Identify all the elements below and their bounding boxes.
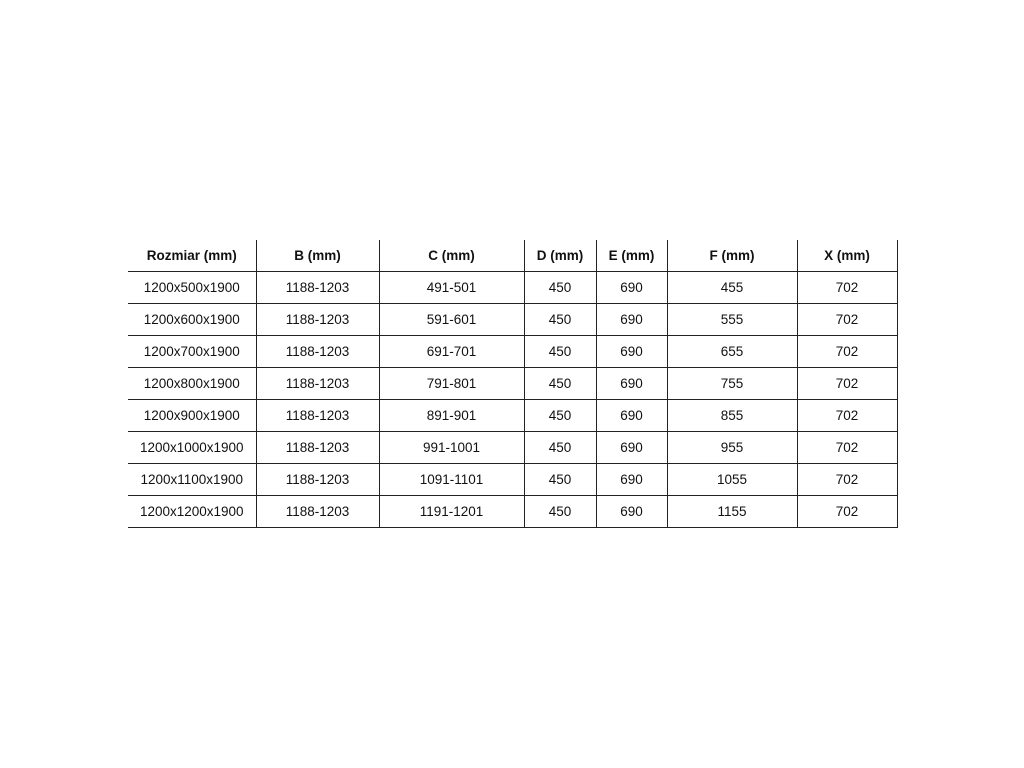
table-cell: 691-701 [379,335,525,368]
table-cell: 702 [797,399,898,432]
table-row: 1200x1100x1900 1188-1203 1091-1101 450 690 10… [128,463,898,496]
table-cell: 891-901 [379,399,525,432]
table-cell: 1188-1203 [256,303,380,336]
table-cell: 1188-1203 [256,399,380,432]
table-cell: 1191-1201 [379,495,525,528]
table-cell: 1200x900x1900 [128,399,257,432]
table-cell: 702 [797,335,898,368]
table-cell: 1188-1203 [256,367,380,400]
table-cell: 1155 [667,495,798,528]
table-cell: 1188-1203 [256,463,380,496]
table-cell: 690 [596,335,668,368]
column-header: F (mm) [667,240,798,272]
table-cell: 450 [524,495,597,528]
table-cell: 555 [667,303,798,336]
column-header: B (mm) [256,240,380,272]
table-cell: 455 [667,271,798,304]
dimensions-table: Rozmiar (mm) B (mm) C (mm) D (mm) E (mm) F (m… [128,240,898,528]
table-cell: 1200x1100x1900 [128,463,257,496]
table-cell: 655 [667,335,798,368]
table-cell: 702 [797,463,898,496]
table-cell: 955 [667,431,798,464]
table-row: 1200x800x1900 1188-1203 791-801 450 690 755 70… [128,367,898,400]
header-row: Rozmiar (mm) B (mm) C (mm) D (mm) E (mm) F (m… [128,240,898,272]
table-cell: 702 [797,495,898,528]
table-cell: 491-501 [379,271,525,304]
table-cell: 1091-1101 [379,463,525,496]
table-cell: 450 [524,367,597,400]
table-cell: 1200x1200x1900 [128,495,257,528]
column-header: X (mm) [797,240,898,272]
table-cell: 450 [524,463,597,496]
table-cell: 1188-1203 [256,495,380,528]
table-cell: 450 [524,399,597,432]
table-row: 1200x600x1900 1188-1203 591-601 450 690 555 70… [128,303,898,336]
column-header: Rozmiar (mm) [128,240,257,272]
table-row: 1200x500x1900 1188-1203 491-501 450 690 455 70… [128,271,898,304]
table-row: 1200x1000x1900 1188-1203 991-1001 450 690 955… [128,431,898,464]
column-header: E (mm) [596,240,668,272]
table-cell: 450 [524,335,597,368]
table-cell: 1188-1203 [256,335,380,368]
table-cell: 702 [797,303,898,336]
table-cell: 702 [797,431,898,464]
table-cell: 591-601 [379,303,525,336]
table-row: 1200x1200x1900 1188-1203 1191-1201 450 690 11… [128,495,898,528]
table-cell: 855 [667,399,798,432]
table-cell: 791-801 [379,367,525,400]
table-cell: 690 [596,463,668,496]
table-cell: 690 [596,399,668,432]
table-cell: 1188-1203 [256,271,380,304]
column-header: C (mm) [379,240,525,272]
table-cell: 1200x700x1900 [128,335,257,368]
table-cell: 991-1001 [379,431,525,464]
table-cell: 450 [524,271,597,304]
table-cell: 690 [596,367,668,400]
table-row: 1200x700x1900 1188-1203 691-701 450 690 655 70… [128,335,898,368]
table-cell: 450 [524,303,597,336]
table-cell: 450 [524,431,597,464]
table-cell: 702 [797,367,898,400]
table-cell: 690 [596,271,668,304]
column-header: D (mm) [524,240,597,272]
table-cell: 1200x600x1900 [128,303,257,336]
table-cell: 690 [596,495,668,528]
table-cell: 702 [797,271,898,304]
table-cell: 1200x1000x1900 [128,431,257,464]
table-row: 1200x900x1900 1188-1203 891-901 450 690 855 70… [128,399,898,432]
table-cell: 1200x500x1900 [128,271,257,304]
table-cell: 1055 [667,463,798,496]
table-cell: 1200x800x1900 [128,367,257,400]
table-cell: 690 [596,431,668,464]
table-cell: 690 [596,303,668,336]
table-cell: 755 [667,367,798,400]
table-cell: 1188-1203 [256,431,380,464]
